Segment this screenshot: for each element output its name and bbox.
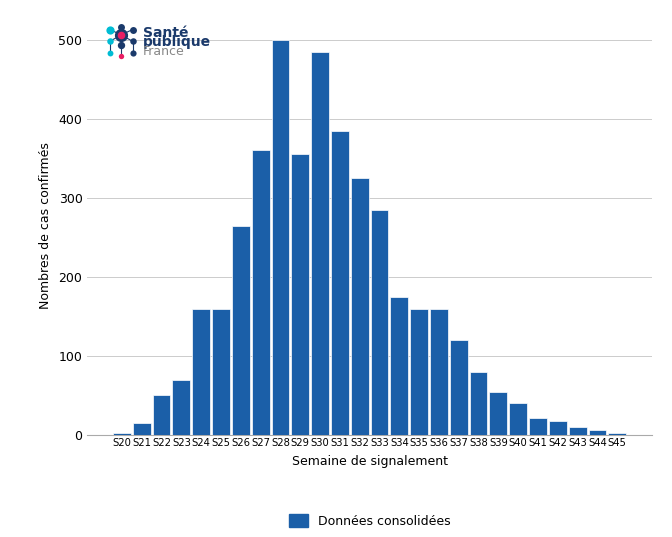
- Bar: [430, 309, 448, 435]
- X-axis label: Semaine de signalement: Semaine de signalement: [292, 455, 448, 468]
- Bar: [509, 403, 527, 435]
- Bar: [173, 380, 190, 435]
- Bar: [331, 130, 349, 435]
- Bar: [489, 391, 507, 435]
- Bar: [470, 372, 487, 435]
- Bar: [271, 40, 290, 435]
- Text: publique: publique: [142, 35, 211, 49]
- Bar: [569, 427, 587, 435]
- Bar: [153, 395, 171, 435]
- Bar: [608, 433, 626, 435]
- Point: [118, 430, 128, 439]
- Text: France: France: [142, 46, 184, 59]
- Legend: Données consolidées: Données consolidées: [289, 514, 450, 528]
- Point: [118, 430, 129, 439]
- Bar: [351, 178, 369, 435]
- Bar: [252, 150, 269, 435]
- Bar: [311, 52, 329, 435]
- Point: [118, 430, 128, 439]
- Bar: [232, 226, 250, 435]
- Bar: [192, 309, 210, 435]
- Point: [118, 430, 128, 439]
- Point: [118, 430, 128, 439]
- Text: Santé: Santé: [142, 26, 188, 40]
- Y-axis label: Nombres de cas confirmés: Nombres de cas confirmés: [38, 142, 52, 309]
- Bar: [589, 430, 606, 435]
- Bar: [370, 210, 388, 435]
- Point: [118, 430, 129, 439]
- Point: [118, 430, 128, 439]
- Bar: [549, 421, 566, 435]
- Bar: [113, 433, 131, 435]
- Point: [118, 430, 128, 439]
- Bar: [390, 296, 408, 435]
- Bar: [450, 340, 468, 435]
- Bar: [410, 309, 428, 435]
- Bar: [292, 155, 309, 435]
- Bar: [133, 423, 151, 435]
- Point: [118, 430, 129, 439]
- Point: [118, 430, 128, 439]
- Bar: [529, 418, 547, 435]
- Point: [118, 430, 128, 439]
- Bar: [212, 309, 230, 435]
